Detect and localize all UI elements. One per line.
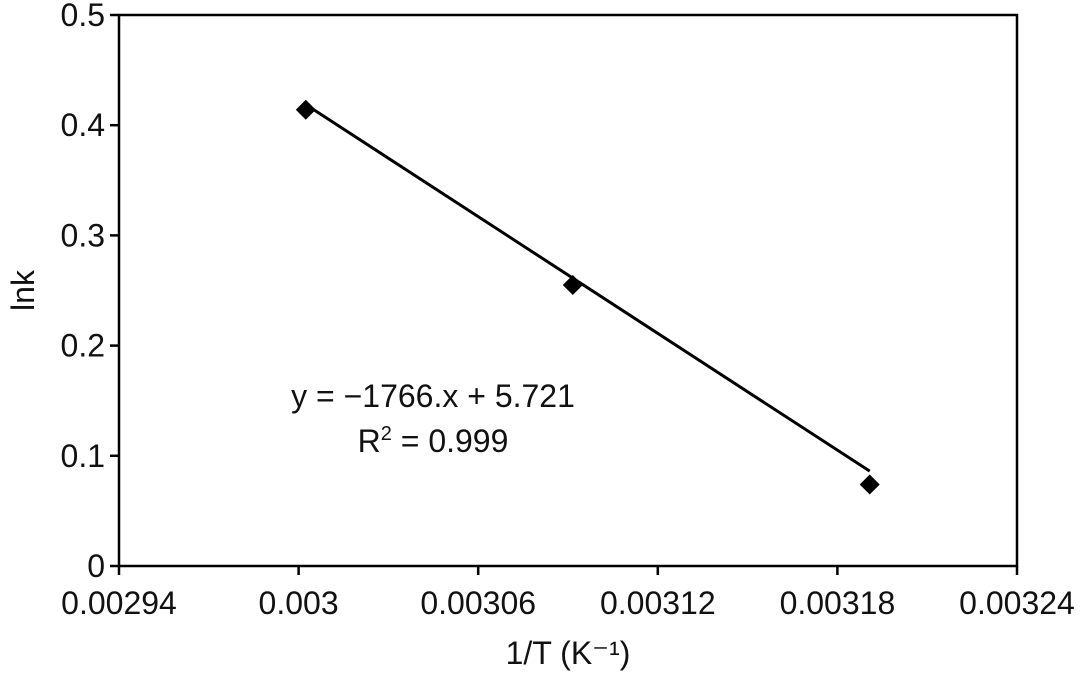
r-squared-symbol: R <box>358 423 381 459</box>
y-tick-label: 0.3 <box>61 217 105 253</box>
trendline-layer <box>304 103 871 473</box>
x-tick-label: 0.00306 <box>420 585 536 621</box>
x-tick-label: 0.003 <box>259 585 339 621</box>
y-tick-label: 0.2 <box>61 328 105 364</box>
y-tick-label: 0.4 <box>61 107 105 143</box>
y-tick-label: 0.5 <box>61 0 105 33</box>
x-tick-label: 0.00318 <box>780 585 896 621</box>
x-axis: 0.00294 0.003 0.00306 0.00312 0.00318 0.00324 <box>61 566 1075 621</box>
data-point-marker <box>562 274 583 295</box>
data-point-marker <box>859 474 880 495</box>
x-axis-title: 1/T (K⁻¹) <box>506 635 631 671</box>
data-point-marker <box>295 99 316 120</box>
y-axis-title: lnk <box>5 269 41 311</box>
r-squared-value: = 0.999 <box>392 423 509 459</box>
x-tick-label: 0.00312 <box>600 585 716 621</box>
trendline <box>304 103 871 473</box>
x-tick-label: 0.00294 <box>61 585 177 621</box>
y-tick-label: 0 <box>87 548 105 584</box>
r-squared-superscript: 2 <box>381 423 392 445</box>
trendline-equation: y = −1766.x + 5.721 <box>291 378 575 414</box>
plot-area-frame <box>117 13 1019 568</box>
x-tick-label: 0.00324 <box>959 585 1075 621</box>
r-squared-annotation: R2 = 0.999 <box>358 423 509 459</box>
data-markers <box>295 99 880 495</box>
y-tick-label: 0.1 <box>61 438 105 474</box>
y-axis: 0 0.1 0.2 0.3 0.4 0.5 <box>61 0 119 584</box>
